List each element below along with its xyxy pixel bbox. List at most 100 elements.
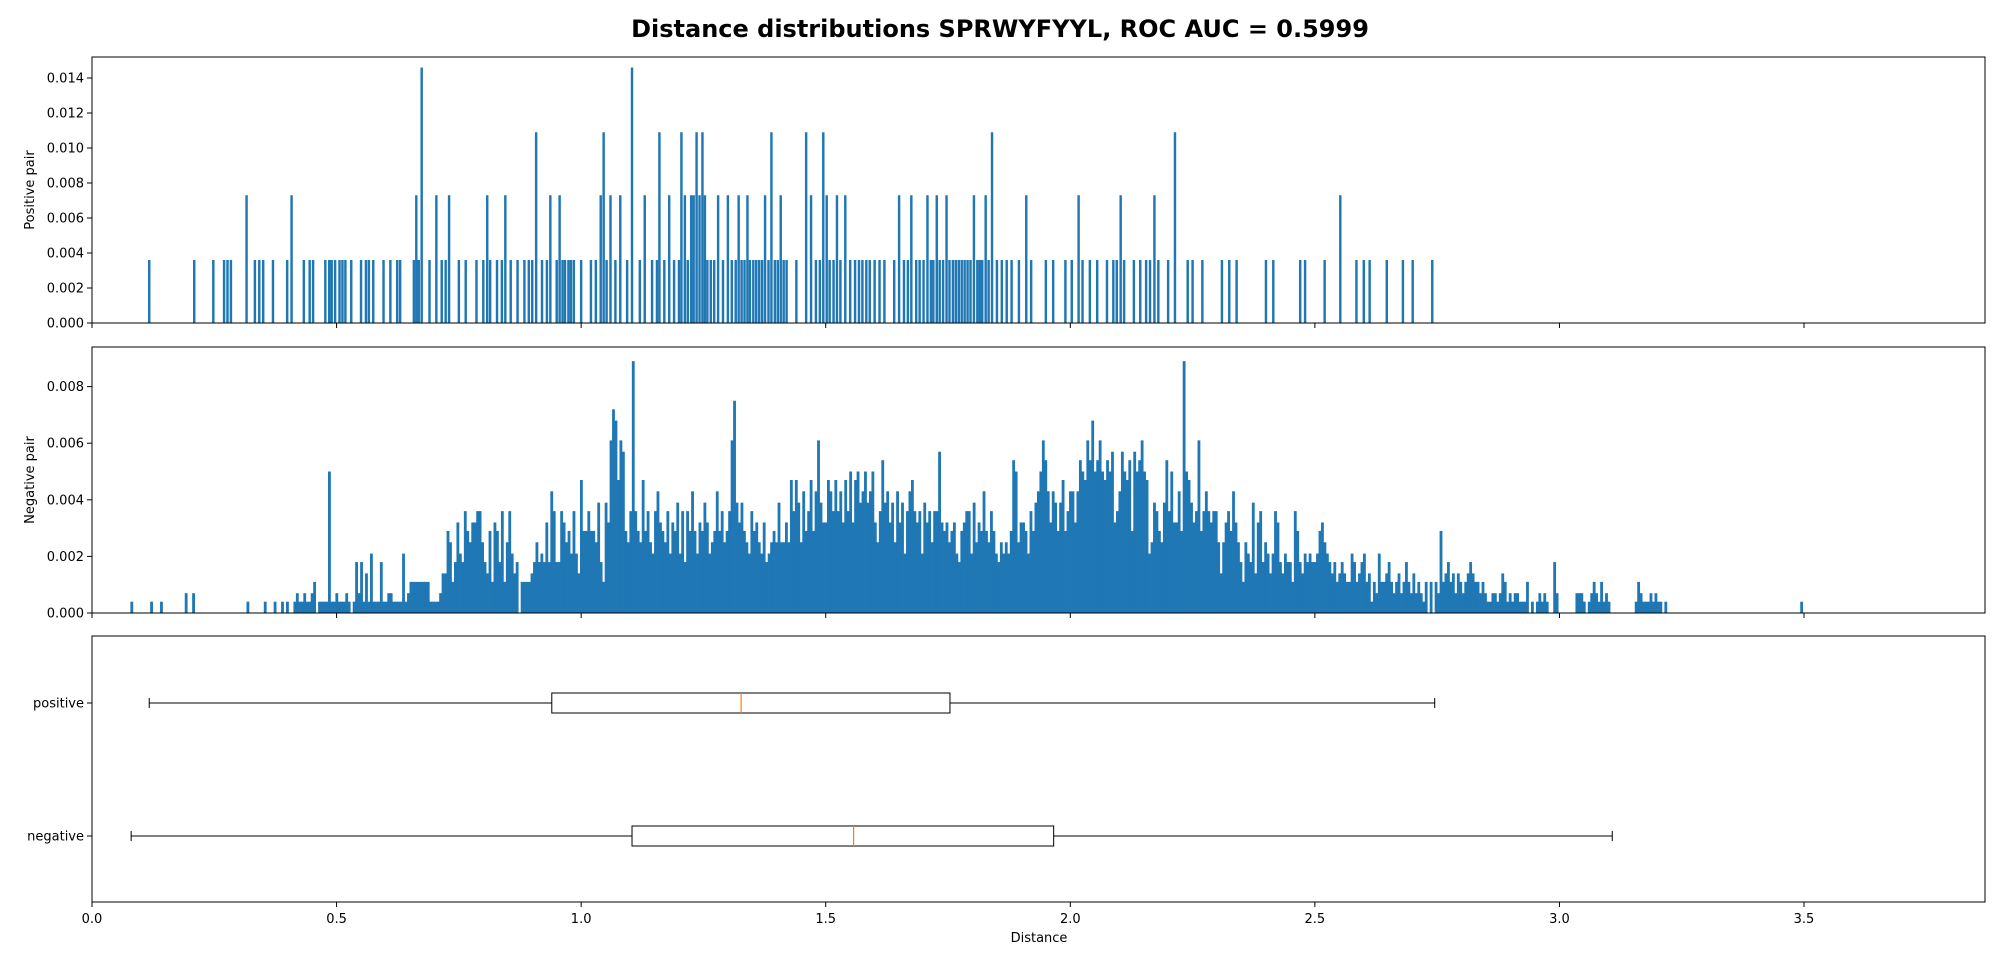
histogram-bar bbox=[372, 601, 376, 613]
histogram-bar bbox=[708, 553, 712, 613]
histogram-bar bbox=[834, 480, 838, 613]
histogram-bar bbox=[324, 260, 327, 323]
histogram-bar bbox=[914, 260, 918, 323]
histogram-bar bbox=[535, 542, 539, 613]
histogram-bar bbox=[659, 522, 662, 613]
histogram-bar bbox=[680, 132, 683, 323]
histogram-bar bbox=[614, 420, 618, 613]
histogram-bar bbox=[330, 260, 333, 323]
histogram-bar bbox=[1083, 480, 1087, 613]
histogram-bar bbox=[508, 511, 512, 613]
histogram-bar bbox=[550, 491, 554, 613]
histogram-bar bbox=[310, 593, 314, 613]
histogram-bar bbox=[308, 601, 312, 613]
histogram-bar bbox=[960, 260, 963, 323]
histogram-bar bbox=[377, 601, 381, 613]
histogram-bar bbox=[1209, 522, 1213, 613]
histogram-bar bbox=[1199, 530, 1203, 613]
histogram-bar bbox=[617, 480, 620, 613]
histogram-bar bbox=[881, 460, 885, 613]
histogram-bar bbox=[1271, 553, 1275, 613]
histogram-bar bbox=[1133, 451, 1137, 613]
histogram-bar bbox=[1456, 573, 1460, 613]
histogram-bar bbox=[534, 132, 538, 323]
histogram-bar bbox=[579, 480, 583, 613]
histogram-bar bbox=[747, 553, 751, 613]
histogram-bar bbox=[957, 260, 960, 323]
histogram-bar bbox=[1201, 260, 1204, 323]
histogram-bar bbox=[404, 601, 408, 613]
histogram-bar bbox=[365, 573, 368, 613]
histogram-bar bbox=[520, 581, 524, 613]
histogram-bar bbox=[572, 511, 576, 613]
histogram-bar bbox=[1358, 573, 1361, 613]
histogram-bar bbox=[1116, 511, 1119, 613]
histogram-bar bbox=[1157, 530, 1161, 613]
histogram-bar bbox=[696, 553, 699, 613]
histogram-bar bbox=[1360, 562, 1364, 613]
histogram-bar bbox=[1402, 581, 1406, 613]
histogram-bar bbox=[807, 511, 811, 613]
histogram-bar bbox=[755, 260, 758, 323]
histogram-bar bbox=[540, 260, 544, 323]
histogram-bar bbox=[649, 542, 652, 613]
histogram-bar bbox=[776, 260, 780, 323]
histogram-bar bbox=[1244, 542, 1248, 613]
histogram-bar bbox=[245, 195, 248, 323]
histogram-bar bbox=[1219, 573, 1223, 613]
histogram-bar bbox=[701, 132, 704, 323]
histogram-bar bbox=[577, 573, 581, 613]
histogram-bar bbox=[892, 260, 896, 323]
histogram-bar bbox=[1185, 471, 1188, 613]
histogram-bar bbox=[552, 511, 556, 613]
histogram-bar bbox=[345, 593, 349, 613]
histogram-bar bbox=[290, 195, 293, 323]
x-axis-label: Distance bbox=[1011, 931, 1068, 946]
histogram-bar bbox=[824, 522, 828, 613]
histogram-bar bbox=[1538, 593, 1542, 613]
histogram-bar bbox=[325, 601, 329, 613]
histogram-bar bbox=[906, 511, 909, 613]
histogram-bar bbox=[1081, 260, 1084, 323]
histogram-bar bbox=[1145, 480, 1149, 613]
histogram-bar bbox=[1283, 553, 1287, 613]
histogram-bar bbox=[420, 67, 423, 323]
histogram-bar bbox=[1217, 542, 1221, 613]
histogram-bar bbox=[1220, 260, 1224, 323]
histogram-bar bbox=[621, 451, 625, 613]
histogram-bar bbox=[636, 530, 640, 613]
histogram-bar bbox=[1501, 573, 1505, 613]
histogram-bar bbox=[1039, 471, 1043, 613]
histogram-bar bbox=[1017, 542, 1021, 613]
x-tick-label: 3.0 bbox=[1549, 912, 1570, 927]
histogram-bar bbox=[795, 260, 798, 323]
histogram-bar bbox=[638, 260, 642, 323]
histogram-bar bbox=[1165, 460, 1169, 613]
histogram-bar bbox=[300, 601, 304, 613]
histogram-bar bbox=[784, 522, 788, 613]
histogram-bar bbox=[1167, 511, 1171, 613]
histogram-bar bbox=[1264, 542, 1268, 613]
histogram-bar bbox=[721, 260, 725, 323]
histogram-bar bbox=[537, 562, 541, 613]
histogram-bar bbox=[999, 542, 1003, 613]
histogram-bar bbox=[498, 562, 502, 613]
histogram-bar bbox=[1170, 471, 1174, 613]
histogram-bar bbox=[735, 502, 739, 613]
histogram-bar bbox=[654, 511, 657, 613]
histogram-bar bbox=[1049, 522, 1053, 613]
histogram-bar bbox=[609, 195, 612, 323]
histogram-bar bbox=[780, 542, 783, 613]
histogram-bar bbox=[1422, 601, 1426, 613]
histogram-bar bbox=[464, 260, 467, 323]
histogram-bar bbox=[710, 542, 714, 613]
histogram-bar bbox=[728, 511, 732, 613]
histogram-bar bbox=[570, 553, 573, 613]
histogram-bar bbox=[1286, 562, 1290, 613]
histogram-bar bbox=[760, 260, 764, 323]
histogram-bar bbox=[1339, 195, 1342, 323]
positive-histogram-panel: 0.000 0.002 0.004 0.006 0.008 0.010 0.012 0.014 bbox=[47, 56, 1986, 332]
histogram-bar bbox=[745, 542, 749, 613]
histogram-bar bbox=[1323, 260, 1326, 323]
histogram-bar bbox=[966, 260, 969, 323]
